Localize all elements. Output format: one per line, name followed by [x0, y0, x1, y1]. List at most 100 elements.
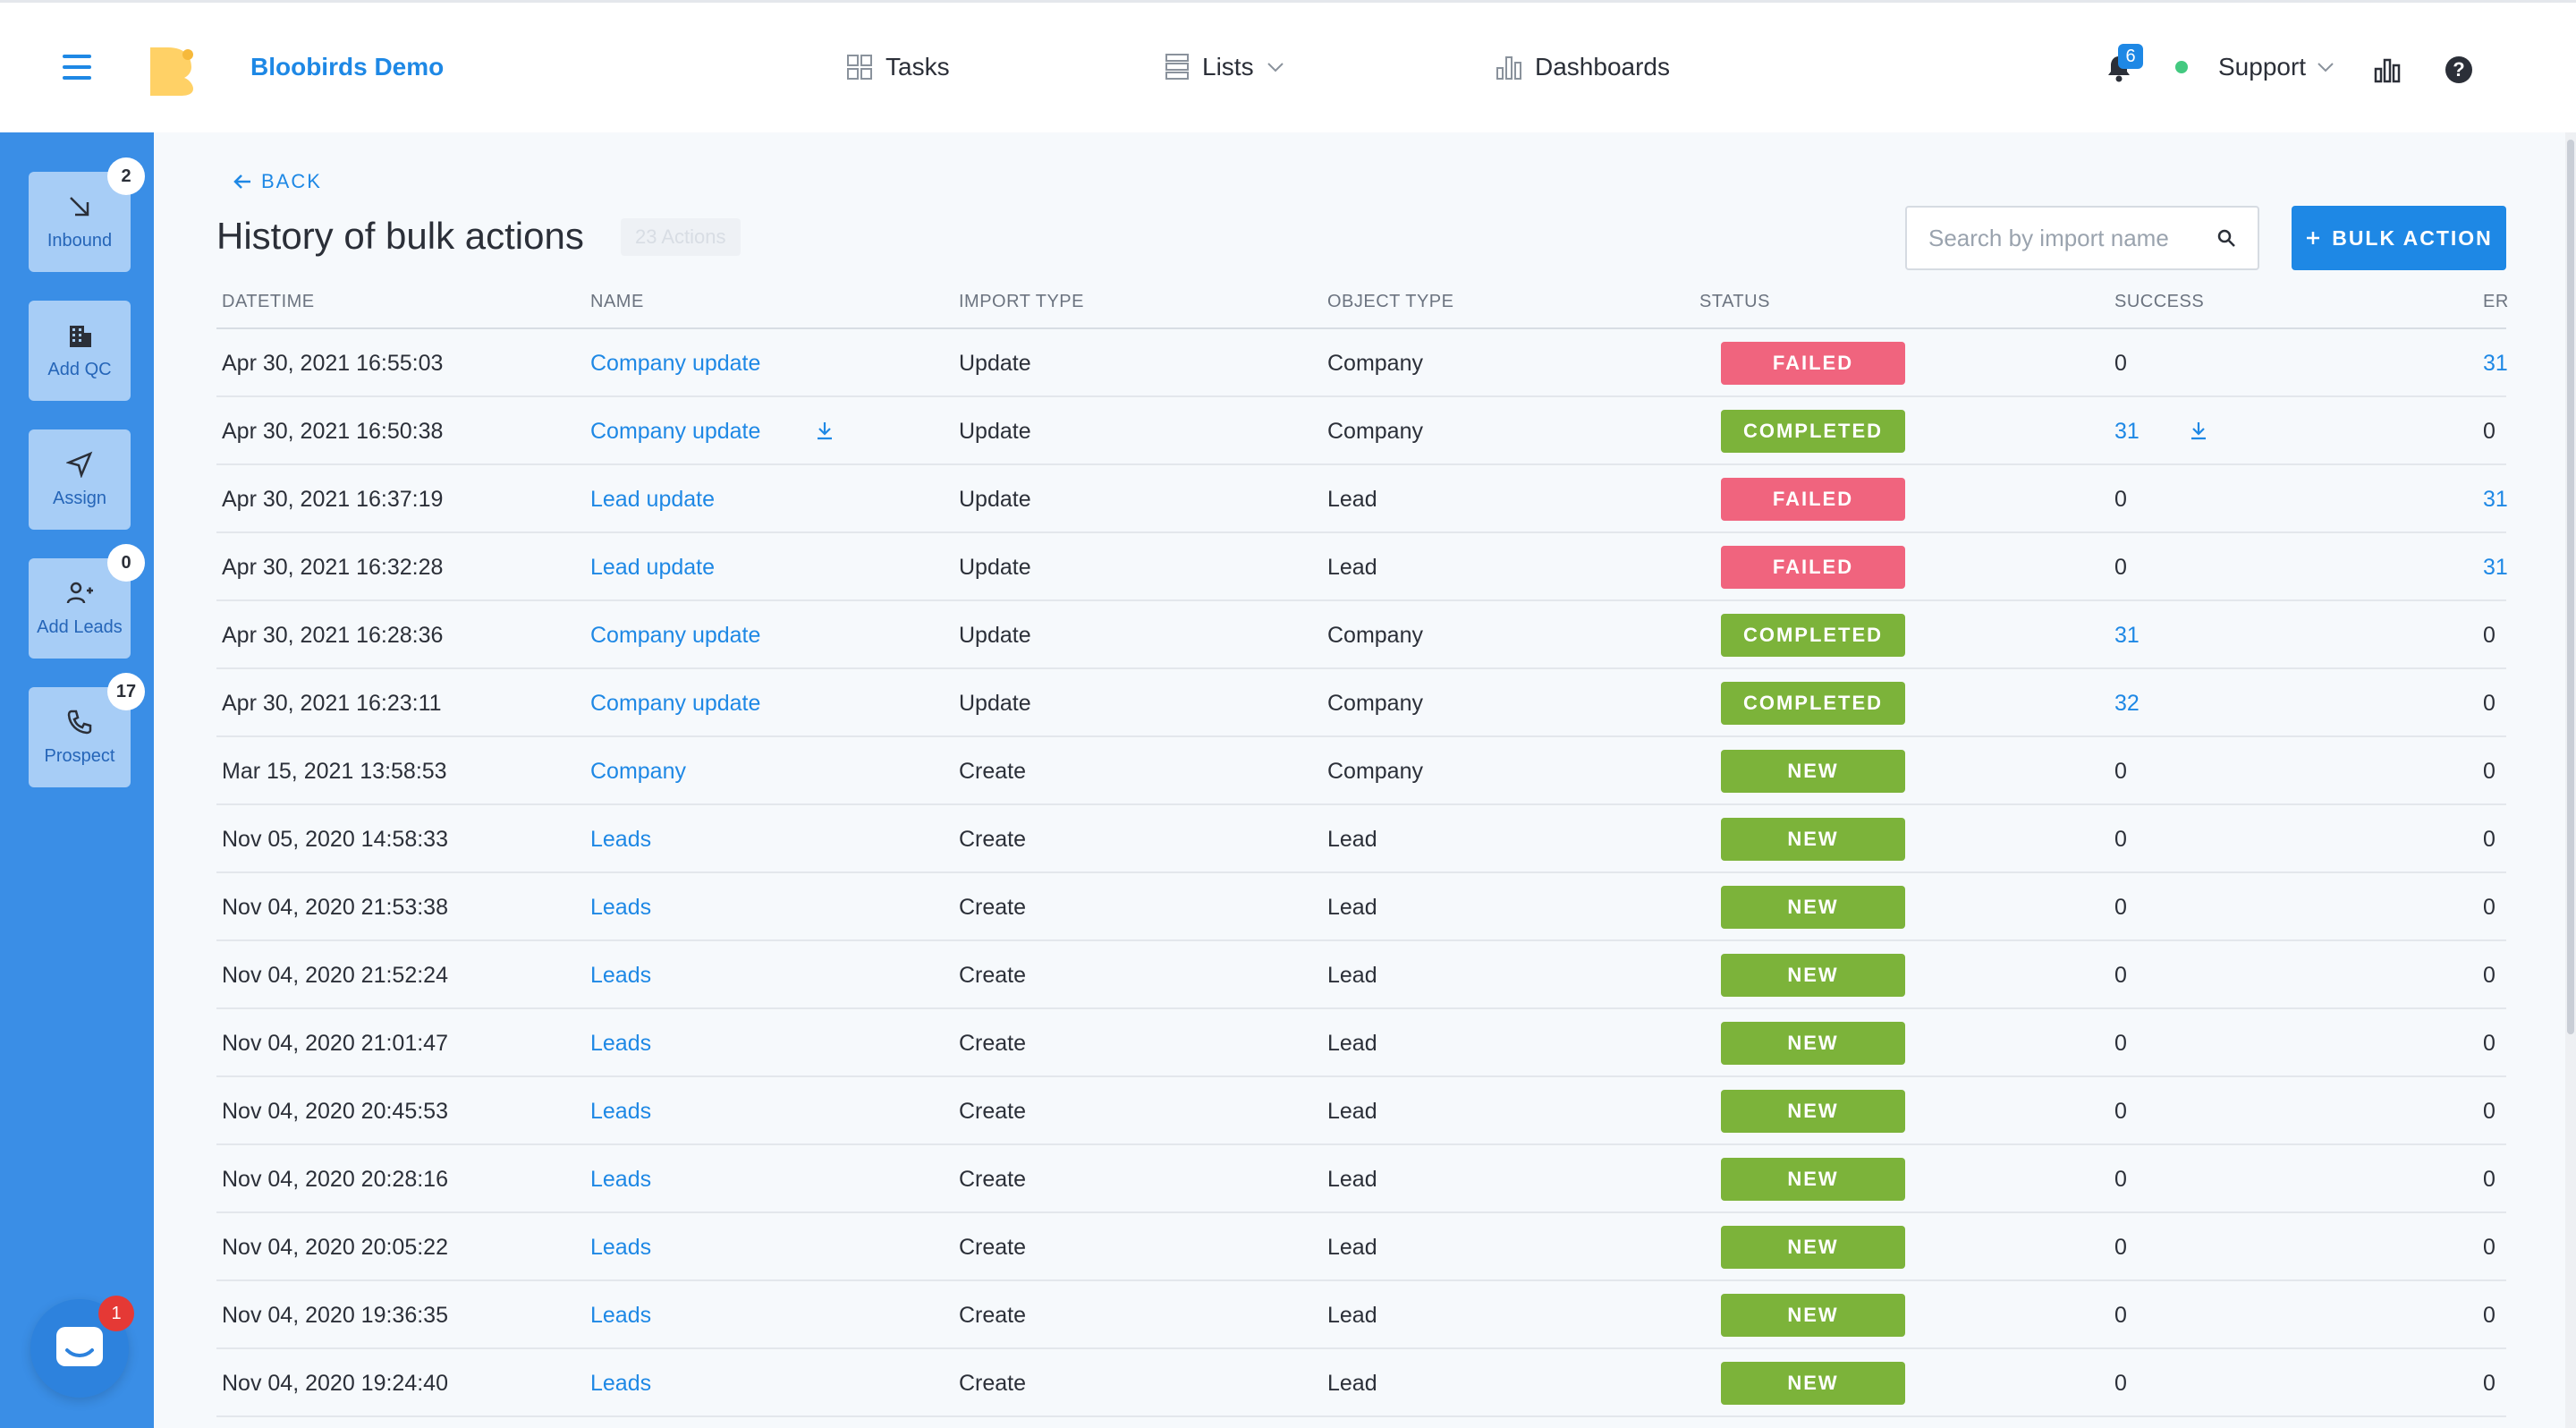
status-badge: NEW	[1721, 954, 1905, 997]
status-badge: NEW	[1721, 1022, 1905, 1065]
cell-name-link[interactable]: Company	[590, 759, 686, 784]
table-row: Nov 04, 2020 21:01:47 Leads Create Lead NEW 0…	[216, 1009, 2506, 1077]
chat-badge: 1	[98, 1296, 134, 1331]
sidebar-item-label: Assign	[52, 488, 107, 508]
stats-icon[interactable]	[2374, 56, 2401, 83]
cell-name-link[interactable]: Leads	[590, 1235, 652, 1260]
cell-name-link[interactable]: Company update	[590, 623, 761, 648]
cell-errors[interactable]: 31	[2483, 555, 2508, 580]
status-badge: COMPLETED	[1721, 682, 1905, 725]
status-badge-cell: NEW	[1721, 750, 1905, 793]
nav-lists[interactable]: Lists	[1165, 53, 1284, 81]
nav-tasks[interactable]: Tasks	[846, 53, 950, 81]
status-badge: NEW	[1721, 1158, 1905, 1201]
cell-import-type: Update	[959, 419, 1031, 444]
cell-name-link[interactable]: Lead update	[590, 555, 716, 580]
cell-errors[interactable]: 31	[2483, 487, 2508, 512]
cell-import-type: Update	[959, 691, 1031, 716]
cell-name-link[interactable]: Company update	[590, 351, 761, 376]
cell-name-link[interactable]: Leads	[590, 1031, 652, 1056]
menu-icon[interactable]	[63, 55, 91, 80]
status-badge: COMPLETED	[1721, 614, 1905, 657]
bulk-action-button[interactable]: BULK ACTION	[2292, 206, 2506, 270]
cell-object-type: Lead	[1327, 1303, 1377, 1328]
user-name: Support	[2218, 53, 2307, 81]
cell-errors[interactable]: 31	[2483, 351, 2508, 376]
scrollbar-thumb[interactable]	[2567, 140, 2574, 1034]
cell-name-link[interactable]: Leads	[590, 1303, 652, 1328]
sidebar-item-label: Prospect	[44, 745, 115, 766]
search-field[interactable]	[1905, 206, 2259, 270]
download-icon[interactable]	[2190, 421, 2207, 446]
sidebar-item-add-qc[interactable]: Add QC	[29, 301, 131, 401]
sidebar-item-prospect[interactable]: Prospect 17	[29, 673, 145, 787]
nav-dashboards[interactable]: Dashboards	[1496, 53, 1670, 81]
cell-import-type: Create	[959, 1235, 1027, 1260]
cell-name-link[interactable]: Lead update	[590, 487, 716, 512]
status-badge: FAILED	[1721, 342, 1905, 385]
cell-import-type: Create	[959, 759, 1027, 784]
arrow-down-right-icon	[70, 196, 89, 216]
table-row: Apr 30, 2021 16:50:38 Company update Updat…	[216, 397, 2506, 465]
app-name[interactable]: Bloobirds Demo	[250, 53, 445, 81]
status-badge-cell: NEW	[1721, 1022, 1905, 1065]
status-badge: FAILED	[1721, 546, 1905, 589]
cell-name-link[interactable]: Company update	[590, 419, 761, 444]
column-header-import-type[interactable]: IMPORT TYPE	[959, 292, 1084, 311]
cell-success: 0	[2114, 827, 2127, 852]
status-badge-cell: COMPLETED	[1721, 682, 1905, 725]
cell-object-type: Lead	[1327, 1235, 1377, 1260]
column-header-object-type[interactable]: OBJECT TYPE	[1327, 292, 1454, 311]
search-icon[interactable]	[2216, 228, 2236, 248]
cell-datetime: Nov 04, 2020 20:05:22	[222, 1235, 448, 1260]
cell-name-link[interactable]: Leads	[590, 1371, 652, 1396]
cell-name-link[interactable]: Leads	[590, 963, 652, 988]
bloobirds-logo[interactable]	[148, 46, 195, 96]
sidebar-item-add-leads[interactable]: Add Leads 0	[29, 544, 145, 659]
column-header-success[interactable]: SUCCESS	[2114, 292, 2205, 311]
cell-datetime: Nov 04, 2020 19:36:35	[222, 1303, 448, 1328]
column-header-status[interactable]: STATUS	[1699, 292, 1770, 311]
cell-name-link[interactable]: Leads	[590, 827, 652, 852]
cell-datetime: Apr 30, 2021 16:37:19	[222, 487, 444, 512]
table-row: Apr 30, 2021 16:28:36 Company update Updat…	[216, 601, 2506, 669]
cell-success: 0	[2114, 351, 2127, 376]
cell-import-type: Update	[959, 351, 1031, 376]
arrow-left-icon	[233, 174, 250, 189]
status-badge: NEW	[1721, 818, 1905, 861]
cell-success: 0	[2114, 1031, 2127, 1056]
help-icon[interactable]: ?	[2445, 56, 2472, 83]
cell-datetime: Mar 15, 2021 13:58:53	[222, 759, 447, 784]
back-link[interactable]: BACK	[233, 170, 322, 193]
cell-success[interactable]: 31	[2114, 419, 2140, 444]
scrollbar[interactable]	[2565, 132, 2576, 1428]
cell-name-link[interactable]: Leads	[590, 1167, 652, 1192]
sidebar-item-assign[interactable]: Assign	[29, 429, 131, 530]
cell-name-link[interactable]: Leads	[590, 1099, 652, 1124]
sidebar-item-inbound[interactable]: Inbound 2	[29, 157, 145, 272]
status-badge-cell: FAILED	[1721, 546, 1905, 589]
column-header-errors[interactable]: ER	[2483, 292, 2509, 311]
cell-success[interactable]: 31	[2114, 623, 2140, 648]
cell-import-type: Create	[959, 963, 1027, 988]
cell-object-type: Company	[1327, 419, 1423, 444]
table-row: Nov 04, 2020 21:52:24 Leads Create Lead NEW 0…	[216, 941, 2506, 1009]
download-icon[interactable]	[816, 421, 834, 446]
column-header-name[interactable]: NAME	[590, 292, 644, 311]
cell-errors: 0	[2483, 963, 2496, 988]
cell-success: 0	[2114, 487, 2127, 512]
column-header-datetime[interactable]: DATETIME	[222, 292, 315, 311]
cell-name-link[interactable]: Leads	[590, 895, 652, 920]
table-row: Nov 04, 2020 19:36:35 Leads Create Lead NEW 0…	[216, 1281, 2506, 1349]
cell-errors: 0	[2483, 895, 2496, 920]
status-badge-cell: NEW	[1721, 1362, 1905, 1405]
cell-success[interactable]: 32	[2114, 691, 2140, 716]
cell-datetime: Nov 04, 2020 21:52:24	[222, 963, 448, 988]
sidebar-item-label: Add Leads	[37, 616, 123, 637]
user-menu[interactable]: Support	[2175, 53, 2334, 81]
cell-datetime: Apr 30, 2021 16:55:03	[222, 351, 444, 376]
cell-name-link[interactable]: Company update	[590, 691, 761, 716]
search-input[interactable]	[1928, 224, 2206, 252]
notification-badge: 6	[2118, 44, 2143, 69]
cell-errors: 0	[2483, 1167, 2496, 1192]
